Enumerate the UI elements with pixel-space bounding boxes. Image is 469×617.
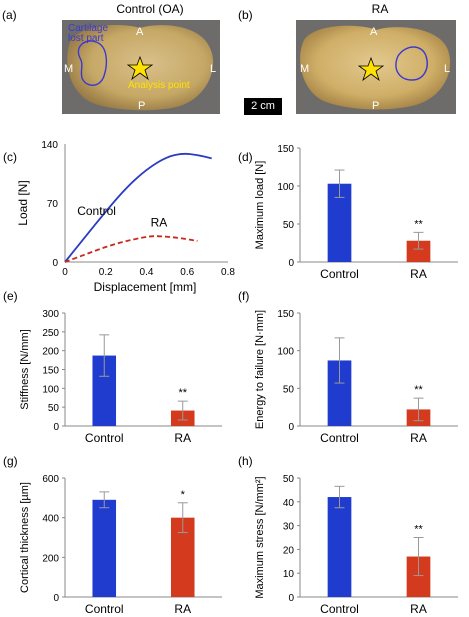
y-tick-label: 600 [42,474,59,485]
label-posterior-b: P [372,100,380,112]
label-medial-b: M [300,63,310,75]
y-tick-label: 0 [52,258,58,269]
y-axis-label-g: Cortical thickness [µm] [19,482,31,593]
ra-lost-outline [395,46,428,81]
significance-marker-f: ** [414,384,423,396]
x-tick-label: 0.8 [221,267,235,278]
panel-letter-d: (d) [238,150,253,164]
y-tick-label: 150 [277,144,294,155]
y-tick-label: 150 [42,366,59,377]
y-tick-label: 200 [42,553,59,564]
y-tick-label: 0 [288,593,294,604]
y-axis-label-d: Maximum load [N] [254,161,266,250]
significance-marker-d: ** [414,218,423,230]
series-label-control: Control [77,204,116,218]
x-tick-label: 0.4 [140,267,154,278]
y-tick-label: 30 [283,522,295,533]
photo-title-b: RA [371,2,389,16]
x-category-label-ra: RA [174,602,191,616]
photo-panel-b [234,0,468,115]
y-tick-label: 50 [48,403,60,414]
x-category-label-control: Control [320,267,359,281]
y-axis-label-h: Maximum stress [N/mm²] [254,476,266,598]
y-tick-label: 400 [42,514,59,525]
y-tick-label: 50 [283,474,295,485]
bar-control-e [92,355,117,426]
bar-control-d [327,183,352,262]
panel-letter-e: (e) [3,289,18,303]
bar-ra-d [406,240,431,262]
bar-control-h [327,497,352,597]
x-tick-label: 0.6 [180,267,194,278]
bar-control-g [92,499,117,597]
y-tick-label: 0 [53,593,59,604]
bar-control-f [327,360,352,426]
panel-letter-b: (b) [238,8,253,22]
x-category-label-ra: RA [410,602,427,616]
panel-letter-a: (a) [2,8,17,22]
y-tick-label: 100 [42,384,59,395]
series-line-control [64,152,212,263]
x-category-label-ra: RA [410,431,427,445]
cartilage-lost-outline [77,40,108,86]
y-tick-label: 50 [283,220,295,231]
x-category-label-control: Control [85,602,124,616]
x-category-label-control: Control [85,431,124,445]
scale-bar: 2 cm [244,98,282,115]
y-tick-label: 150 [277,309,294,320]
y-tick-label: 0 [288,422,294,433]
label-anterior-a: A [136,26,144,38]
panel-letter-g: (g) [3,454,18,468]
x-axis-label-c: Displacement [mm] [94,280,197,294]
analysis-point-star-ra [357,56,385,82]
significance-marker-e: ** [178,387,187,399]
y-tick-label: 100 [277,182,294,193]
series-label-ra: RA [151,216,168,230]
y-axis-label-e: Stiffness [N/mm] [19,329,31,409]
x-category-label-control: Control [320,431,359,445]
y-axis-label-f: Energy to failure [N·mm] [254,310,266,429]
series-line-ra [64,235,198,263]
photo-panel-a [0,0,234,115]
y-tick-label: 100 [277,347,294,358]
analysis-point-star [126,55,154,81]
y-tick-label: 0 [53,422,59,433]
label-anterior-b: A [370,26,378,38]
y-tick-label: 200 [42,347,59,358]
y-tick-label: 40 [283,498,295,509]
y-tick-label: 50 [283,384,295,395]
y-tick-label: 300 [42,309,59,320]
y-tick-label: 20 [283,545,295,556]
x-tick-label: 0.2 [99,267,113,278]
y-tick-label: 250 [42,328,59,339]
panel-letter-f: (f) [238,289,249,303]
label-posterior-a: P [138,100,146,112]
y-tick-label: 10 [283,569,295,580]
x-category-label-ra: RA [410,267,427,281]
label-lateral-b: L [444,63,451,75]
bar-ra-g [170,517,195,597]
label-medial-a: M [64,63,74,75]
y-tick-label: 70 [47,199,59,210]
y-tick-label: 140 [41,140,58,151]
annotation-cartilage-lost: Cartilage lost part [68,23,109,44]
x-category-label-control: Control [320,602,359,616]
bar-ra-h [406,556,431,597]
panel-letter-h: (h) [238,454,253,468]
panel-letter-c: (c) [3,150,17,164]
x-category-label-ra: RA [174,431,191,445]
significance-marker-h: ** [414,524,423,536]
annotation-analysis-point: Analysis point [128,80,190,91]
x-tick-label: 0 [62,267,68,278]
label-lateral-a: L [210,63,217,75]
significance-marker-g: * [181,489,186,501]
y-tick-label: 0 [288,258,294,269]
y-axis-label-c: Load [N] [16,180,30,225]
scale-bar-label: 2 cm [251,100,275,112]
photo-title-a: Control (OA) [116,2,184,16]
